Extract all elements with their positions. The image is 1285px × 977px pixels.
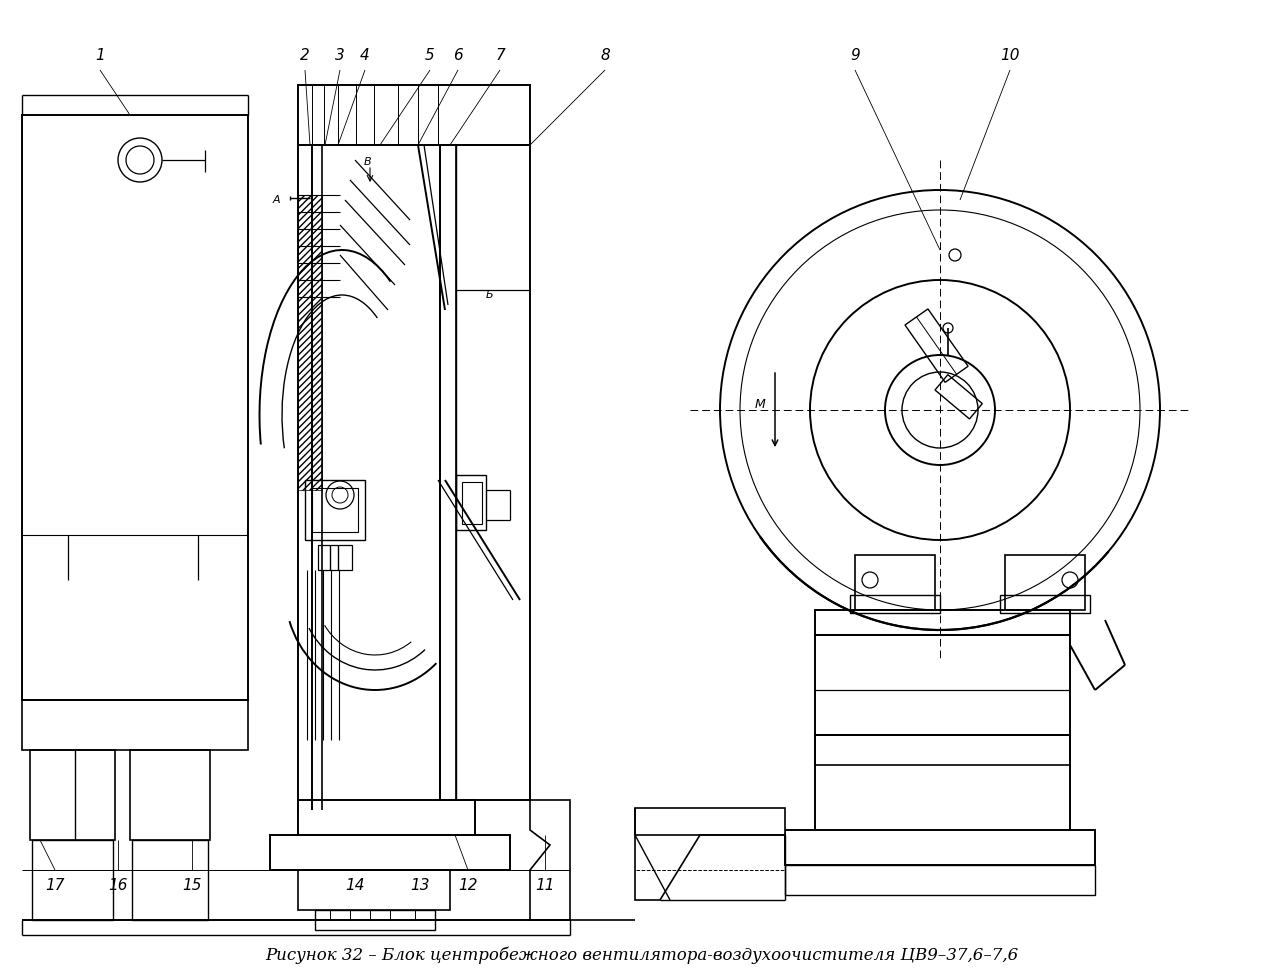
Bar <box>298 870 450 910</box>
Text: 8: 8 <box>600 48 610 63</box>
Bar <box>815 635 1070 735</box>
Text: 3: 3 <box>335 48 344 63</box>
Bar <box>32 840 113 920</box>
Text: 13: 13 <box>410 877 429 893</box>
Bar <box>463 482 482 524</box>
Bar <box>855 555 935 610</box>
Text: 17: 17 <box>45 877 64 893</box>
Polygon shape <box>635 808 785 900</box>
Bar <box>785 830 1095 865</box>
Bar <box>132 840 208 920</box>
Bar <box>22 115 248 700</box>
Text: 12: 12 <box>459 877 478 893</box>
Text: 5: 5 <box>425 48 434 63</box>
Bar <box>317 545 352 570</box>
Bar <box>130 750 209 840</box>
Text: М: М <box>754 399 766 411</box>
Bar <box>815 610 1070 635</box>
Bar <box>815 735 1070 765</box>
Text: 1: 1 <box>95 48 105 63</box>
Bar <box>298 85 529 145</box>
Text: 10: 10 <box>1000 48 1020 63</box>
Text: В: В <box>364 157 371 167</box>
Text: 14: 14 <box>346 877 365 893</box>
Bar <box>270 835 510 870</box>
Text: 11: 11 <box>536 877 555 893</box>
Text: Рисунок 32 – Блок центробежного вентилятора-воздухоочистителя ЦВ9–37,6–7,6: Рисунок 32 – Блок центробежного вентилят… <box>266 947 1019 963</box>
Bar <box>305 480 365 540</box>
Text: 4: 4 <box>360 48 370 63</box>
Bar <box>298 800 475 835</box>
Bar <box>849 595 941 613</box>
Bar <box>1000 595 1090 613</box>
Text: 16: 16 <box>108 877 127 893</box>
Text: A: A <box>272 195 280 205</box>
Bar <box>22 700 248 750</box>
Bar <box>456 475 486 530</box>
Bar <box>312 488 359 532</box>
Text: Б: Б <box>486 290 493 300</box>
Text: 7: 7 <box>495 48 505 63</box>
Bar <box>1005 555 1085 610</box>
Bar <box>785 865 1095 895</box>
Text: 15: 15 <box>182 877 202 893</box>
Bar <box>315 910 436 930</box>
Bar <box>298 195 323 490</box>
Text: 6: 6 <box>454 48 463 63</box>
Text: 9: 9 <box>851 48 860 63</box>
Polygon shape <box>529 800 571 920</box>
Bar <box>439 145 529 800</box>
Text: 2: 2 <box>301 48 310 63</box>
Bar <box>30 750 114 840</box>
